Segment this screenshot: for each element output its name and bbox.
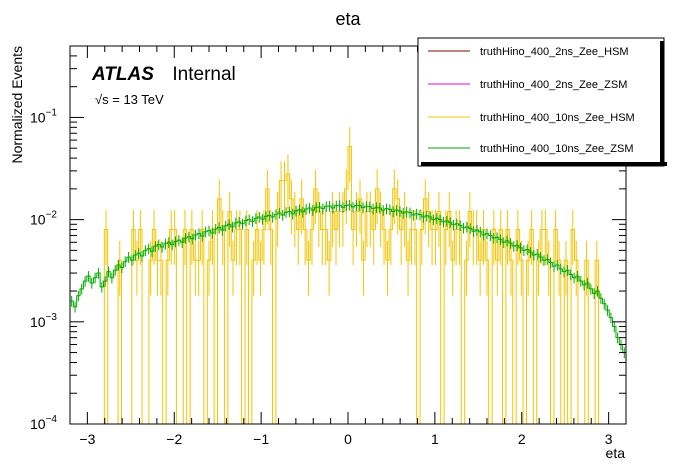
x-tick-label-3: 0 bbox=[344, 431, 352, 447]
legend-box bbox=[417, 37, 665, 167]
y-tick-label-0: 10−4 bbox=[30, 414, 57, 432]
atlas-status: Internal bbox=[172, 64, 235, 85]
chart-title: eta bbox=[335, 9, 361, 29]
series-4 bbox=[70, 199, 626, 359]
x-tick-label-6: 3 bbox=[605, 431, 613, 447]
legend-label-2: truthHino_400_2ns_Zee_ZSM bbox=[480, 79, 627, 91]
atlas-text: ATLAS Internal bbox=[91, 64, 236, 85]
y-tick-label-3: 10−1 bbox=[30, 107, 57, 125]
x-tick-label-2: −1 bbox=[253, 431, 269, 447]
series-layer bbox=[70, 127, 626, 425]
y-tick-label-1: 10−3 bbox=[30, 312, 57, 330]
legend-label-1: truthHino_400_2ns_Zee_HSM bbox=[480, 46, 629, 58]
x-axis-label: eta bbox=[606, 445, 626, 461]
y-axis-label: Normalized Events bbox=[9, 46, 25, 164]
x-tick-label-5: 2 bbox=[518, 431, 526, 447]
x-tick-label-1: −2 bbox=[166, 431, 182, 447]
x-tick-label-0: −3 bbox=[79, 431, 95, 447]
legend-entries: truthHino_400_2ns_Zee_HSM truthHino_400_2… bbox=[428, 46, 635, 155]
energy-label: √s = 13 TeV bbox=[95, 92, 164, 107]
series-4-histogram bbox=[70, 204, 626, 354]
legend-label-3: truthHino_400_10ns_Zee_HSM bbox=[480, 112, 635, 124]
x-tick-label-4: 1 bbox=[431, 431, 439, 447]
y-tick-label-2: 10−2 bbox=[30, 210, 57, 228]
legend: truthHino_400_2ns_Zee_HSM truthHino_400_2… bbox=[417, 37, 667, 167]
legend-shadow-right bbox=[660, 41, 664, 166]
atlas-label: ATLAS bbox=[91, 64, 154, 85]
legend-shadow-bottom bbox=[421, 162, 667, 166]
legend-label-4: truthHino_400_10ns_Zee_ZSM bbox=[480, 143, 633, 155]
